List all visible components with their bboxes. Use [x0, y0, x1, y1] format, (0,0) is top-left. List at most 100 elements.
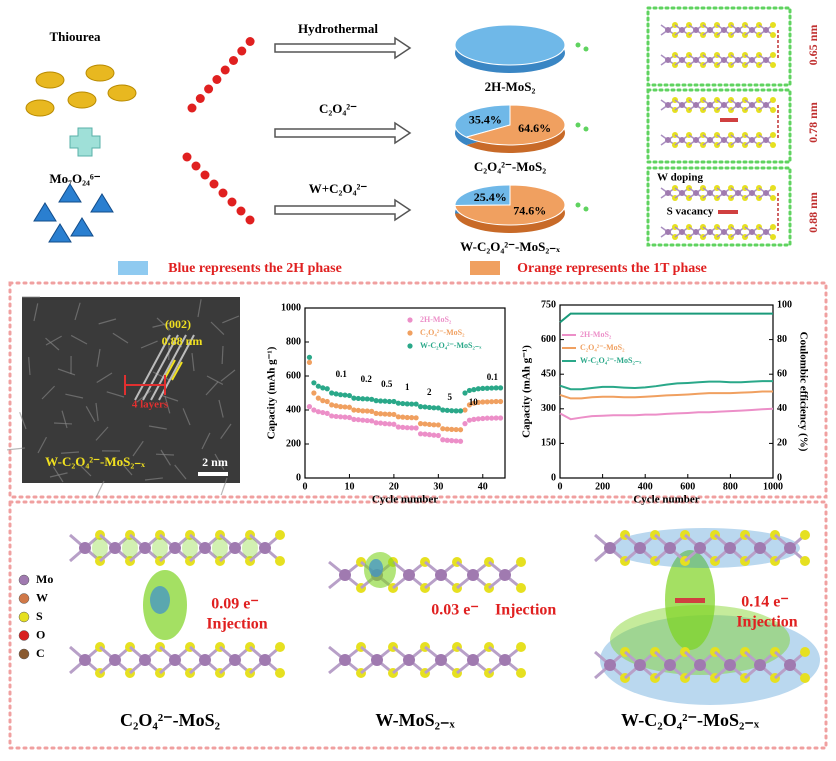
- mo-atom: [169, 542, 181, 554]
- label: 0.1: [487, 372, 499, 382]
- data-point: [449, 426, 455, 432]
- data-point: [342, 404, 348, 410]
- red-dot: [218, 188, 228, 198]
- label: 2H-MoS₂: [420, 315, 452, 324]
- data-point: [382, 421, 388, 427]
- data-point: [493, 398, 499, 405]
- charge-cloud: [182, 538, 198, 558]
- label: W-C₂O₄²⁻-MoS₂₋ₓ: [621, 710, 760, 730]
- charge-cloud: [150, 586, 170, 614]
- data-point: [386, 411, 393, 417]
- data-point: [324, 398, 330, 405]
- data-point: [342, 392, 348, 398]
- mo-atom: [199, 542, 211, 554]
- label: 80: [777, 334, 787, 345]
- data-line: [559, 407, 774, 421]
- label: 0: [303, 481, 308, 492]
- data-point: [395, 424, 401, 430]
- mo-atom: [679, 137, 685, 143]
- data-point: [466, 402, 473, 408]
- label: 0: [296, 472, 301, 483]
- mo-atom: [79, 654, 91, 666]
- label: 5: [448, 392, 453, 402]
- mo-atom: [763, 229, 769, 235]
- mo-atom: [784, 542, 796, 554]
- lattice-fringe: [220, 423, 232, 440]
- label: 35.4%: [469, 112, 502, 126]
- data-point: [493, 415, 499, 421]
- lattice-fringe: [140, 340, 158, 349]
- mo-atom: [679, 57, 685, 63]
- data-point: [333, 413, 339, 420]
- mo-atom: [721, 229, 727, 235]
- lattice-fringe: [77, 462, 92, 477]
- lattice-fringe: [70, 334, 88, 345]
- data-point: [377, 420, 384, 426]
- red-dot: [227, 197, 237, 207]
- mo-atom: [763, 27, 769, 33]
- data-point: [386, 398, 393, 405]
- data-point: [449, 408, 455, 414]
- data-point: [337, 414, 344, 420]
- lattice-fringe: [220, 369, 236, 382]
- lattice-fringe: [28, 357, 31, 376]
- label: 800: [286, 336, 301, 347]
- label: Blue represents the 2H phase: [168, 261, 342, 276]
- data-point: [360, 408, 366, 414]
- red-dot: [209, 179, 219, 189]
- lattice-fringe: [152, 371, 170, 381]
- lattice-fringe: [53, 422, 73, 425]
- label: 0: [551, 472, 556, 483]
- layer-bracket: [124, 375, 166, 395]
- data-point: [373, 410, 379, 416]
- mo-atom: [735, 190, 741, 196]
- label: C₂O₄²⁻-MoS₂: [420, 328, 465, 337]
- label: C₂O₄²⁻: [319, 101, 357, 116]
- mo-atom: [707, 190, 713, 196]
- label: Injection: [206, 616, 267, 633]
- element-key: [18, 593, 30, 604]
- data-point: [409, 425, 415, 431]
- red-dot: [200, 170, 210, 180]
- label: 800: [723, 481, 738, 492]
- element-key: [18, 648, 30, 660]
- data-point: [364, 417, 370, 424]
- data-point: [369, 418, 375, 424]
- mo-atom: [693, 190, 699, 196]
- mo-atom: [749, 57, 755, 63]
- pie-slice: [454, 104, 511, 138]
- data-point: [475, 386, 481, 392]
- fringe: [134, 334, 171, 401]
- data-point: [480, 399, 486, 405]
- data-point: [444, 437, 450, 443]
- data-point: [315, 409, 321, 415]
- label: Injection: [736, 614, 797, 631]
- lattice-fringe: [106, 391, 125, 398]
- lattice-fringe: [65, 393, 84, 399]
- lattice-fringe: [57, 368, 76, 376]
- data-point: [355, 407, 361, 413]
- mo-atom: [707, 57, 713, 63]
- data-point: [306, 354, 313, 360]
- data-point: [431, 405, 437, 411]
- data-point: [475, 416, 481, 422]
- mo-atom: [754, 659, 766, 671]
- data-point: [471, 387, 477, 393]
- gold-particle: [25, 99, 55, 117]
- lattice-fringe: [152, 322, 171, 328]
- s-atom: [770, 62, 776, 68]
- label: 100: [777, 299, 792, 310]
- label: 300: [541, 403, 556, 414]
- data-point: [466, 417, 473, 423]
- mo-atom: [721, 57, 727, 63]
- data-point: [382, 411, 388, 417]
- s-atom: [516, 557, 526, 567]
- s-atom: [770, 142, 776, 148]
- lattice-fringe: [160, 449, 171, 466]
- pyramid: [48, 223, 72, 243]
- lattice-fringe: [174, 464, 187, 480]
- data-point: [435, 422, 441, 428]
- data-point: [417, 404, 424, 410]
- mo-atom: [109, 542, 121, 554]
- mo-atom: [693, 57, 699, 63]
